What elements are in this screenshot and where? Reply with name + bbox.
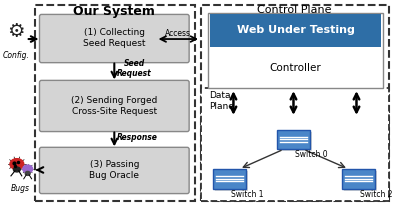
Ellipse shape: [14, 167, 20, 172]
FancyBboxPatch shape: [344, 171, 377, 191]
Text: Bugs: Bugs: [10, 184, 29, 193]
Text: Controller: Controller: [270, 62, 321, 73]
Bar: [210, 14, 381, 47]
FancyBboxPatch shape: [40, 147, 189, 194]
Text: Switch 2: Switch 2: [360, 190, 393, 199]
FancyBboxPatch shape: [40, 14, 189, 63]
Text: (1) Collecting
Seed Request: (1) Collecting Seed Request: [83, 28, 146, 48]
Bar: [35, 5, 195, 201]
Bar: [208, 13, 383, 88]
FancyBboxPatch shape: [342, 169, 375, 189]
Text: Access: Access: [165, 29, 191, 38]
FancyBboxPatch shape: [279, 132, 312, 151]
Ellipse shape: [10, 159, 24, 169]
Text: Web Under Testing: Web Under Testing: [237, 25, 354, 35]
Text: Response: Response: [117, 133, 158, 142]
Text: Seed
Request: Seed Request: [117, 59, 152, 78]
FancyBboxPatch shape: [277, 130, 310, 149]
Text: Config.: Config.: [2, 51, 29, 60]
Text: Our System: Our System: [73, 5, 155, 18]
Bar: [201, 5, 389, 201]
FancyBboxPatch shape: [213, 169, 246, 189]
Text: (2) Sending Forged
Cross-Site Request: (2) Sending Forged Cross-Site Request: [71, 96, 158, 116]
Bar: [201, 88, 389, 201]
Text: (3) Passing
Bug Oracle: (3) Passing Bug Oracle: [89, 160, 139, 180]
Ellipse shape: [23, 165, 33, 173]
Text: ⚙: ⚙: [7, 22, 25, 41]
Text: Control Plane: Control Plane: [257, 5, 332, 15]
Text: Switch 1: Switch 1: [231, 190, 264, 199]
FancyBboxPatch shape: [40, 80, 189, 132]
Ellipse shape: [25, 171, 30, 175]
Text: Data
Plane: Data Plane: [209, 91, 234, 111]
Text: Switch 0: Switch 0: [295, 150, 328, 159]
FancyBboxPatch shape: [215, 171, 248, 191]
